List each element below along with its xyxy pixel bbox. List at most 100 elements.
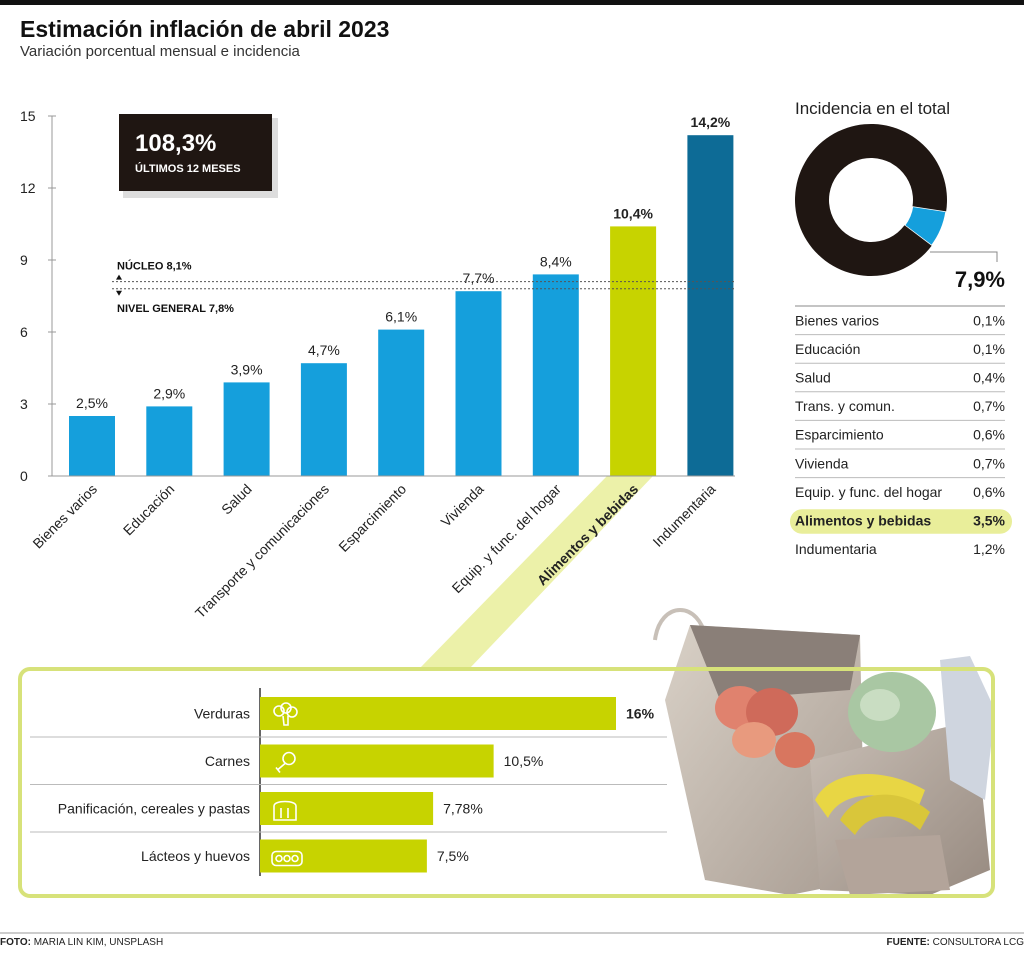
x-tick-label: Vivienda [438, 481, 487, 530]
table-row-label: Equip. y func. del hogar [795, 484, 942, 500]
table-row-label: Alimentos y bebidas [795, 513, 931, 529]
x-tick-label: Esparcimiento [335, 481, 409, 555]
breakdown-value: 10,5% [504, 753, 544, 769]
x-tick-label: Transporte y comunicaciones [192, 481, 332, 621]
table-row-label: Indumentaria [795, 541, 877, 557]
x-tick-label: Educación [120, 481, 178, 539]
bar [69, 416, 115, 476]
breakdown-bar [260, 744, 494, 778]
breakdown-panel [18, 667, 995, 898]
table-row-value: 3,5% [973, 513, 1005, 529]
donut-center-label: 7,9% [955, 267, 1005, 292]
table-row-label: Bienes varios [795, 312, 879, 328]
table-row-value: 0,7% [973, 398, 1005, 414]
bag-right-print [835, 835, 950, 895]
table-row-highlight [790, 509, 1012, 534]
egg-carton-icon [271, 850, 303, 867]
top-rule [0, 0, 1024, 5]
banana [840, 794, 930, 835]
bar-data-label: 7,7% [463, 270, 495, 286]
bar [687, 135, 734, 476]
source-credit: FUENTE: CONSULTORA LCG [887, 937, 1024, 948]
callout-box [119, 114, 272, 191]
table-row-label: Salud [795, 370, 831, 386]
bar [455, 291, 502, 476]
breakdown-bar [260, 697, 616, 730]
y-tick-label: 6 [20, 324, 28, 340]
banana [815, 773, 925, 818]
photo-credit-text: MARIA LIN KIM, UNSPLASH [33, 937, 164, 948]
bar-data-label: 3,9% [231, 361, 263, 377]
source-text: CONSULTORA LCG [932, 937, 1024, 948]
breakdown-label: Carnes [205, 753, 250, 769]
donut-title: Incidencia en el total [795, 99, 950, 118]
arrow-up-icon [116, 274, 122, 280]
breakdown-label: Panificación, cereales y pastas [58, 801, 250, 817]
source-label: FUENTE: [886, 937, 930, 948]
photo-credit-label: FOTO: [0, 937, 31, 948]
x-tick-label: Salud [218, 481, 255, 518]
bar [223, 382, 270, 476]
cabbage-highlight [860, 689, 900, 721]
bar [300, 363, 347, 476]
annual-callout: 108,3% ÚLTIMOS 12 MESES [119, 114, 278, 198]
bar-data-label: 6,1% [385, 309, 417, 325]
page-title: Estimación inflación de abril 2023 [20, 16, 390, 42]
tomato [732, 722, 776, 758]
bar-data-label: 2,5% [76, 395, 108, 411]
table-row-label: Vivienda [795, 455, 849, 471]
y-tick-label: 3 [20, 396, 28, 412]
donut-leader-line [930, 251, 998, 262]
table-row-label: Esparcimiento [795, 427, 884, 443]
donut-slice [795, 123, 947, 276]
bar [378, 329, 425, 476]
table-row-value: 0,6% [973, 427, 1005, 443]
broccoli-icon [273, 702, 298, 726]
bar-data-label: 8,4% [540, 253, 572, 269]
arrow-down-icon [116, 290, 122, 296]
bar [532, 274, 579, 476]
bar-data-label: 14,2% [691, 114, 731, 130]
y-tick-label: 0 [20, 468, 28, 484]
page-subtitle: Variación porcentual mensual e incidenci… [20, 43, 300, 60]
bar-data-label: 2,9% [153, 385, 185, 401]
table-row-value: 0,1% [973, 341, 1005, 357]
grocery-bags-photo [653, 608, 995, 895]
x-tick-label: Bienes varios [29, 481, 100, 552]
breakdown-value: 7,78% [443, 801, 483, 817]
table-row-label: Educación [795, 341, 860, 357]
bag-left-opening [690, 625, 860, 700]
donut-slice [903, 205, 948, 247]
breakdown-value: 7,5% [437, 848, 469, 864]
breakdown-label: Lácteos y huevos [141, 848, 250, 864]
nucleo-label: NÚCLEO 8,1% [117, 260, 192, 273]
donut-chart [795, 123, 948, 276]
bread-icon [273, 800, 297, 821]
breakdown-chart: Verduras 16% Carnes 10,5% Panificación, cere… [30, 688, 667, 876]
bar-data-label: 10,4% [613, 205, 653, 221]
table-row-value: 0,7% [973, 455, 1005, 471]
y-tick-label: 15 [20, 108, 36, 124]
plastic-bag [940, 656, 995, 800]
breakdown-label: Verduras [194, 706, 250, 722]
drumstick-icon [275, 751, 296, 773]
callout-label: ÚLTIMOS 12 MESES [135, 162, 241, 175]
y-tick-label: 9 [20, 252, 28, 268]
incidence-table: Bienes varios 0,1% Educación 0,1% Salud 0,4% T… [790, 305, 1012, 557]
bar-axis: 0 3 6 9 12 15 [20, 108, 56, 484]
callout-value: 108,3% [135, 130, 216, 157]
x-tick-label: Indumentaria [649, 481, 718, 550]
highlight-connector [420, 476, 653, 668]
table-row-value: 0,1% [973, 312, 1005, 328]
table-row-value: 0,4% [973, 370, 1005, 386]
tomato [775, 732, 815, 768]
table-row-value: 0,6% [973, 484, 1005, 500]
general-label: NIVEL GENERAL 7,8% [117, 303, 234, 315]
reference-lines: NÚCLEO 8,1% NIVEL GENERAL 7,8% [112, 260, 735, 315]
table-row-value: 1,2% [973, 541, 1005, 557]
bar [610, 226, 657, 476]
bar-data-label: 4,7% [308, 342, 340, 358]
bar [146, 406, 193, 476]
table-row-label: Trans. y comun. [795, 398, 895, 414]
